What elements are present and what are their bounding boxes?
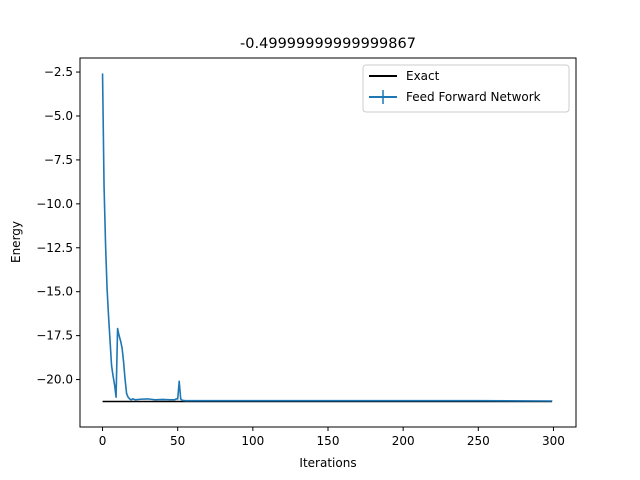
ffn-data-point — [109, 340, 111, 342]
y-tick-label: −12.5 — [36, 241, 73, 255]
ffn-data-point — [178, 380, 180, 382]
ffn-data-point — [116, 328, 119, 330]
y-tick-label: −10.0 — [36, 197, 73, 211]
y-tick-label: −20.0 — [36, 373, 73, 387]
y-tick-label: −2.5 — [44, 65, 73, 79]
ffn-data-point — [113, 384, 116, 386]
plot-area: 0 50 100 150 200 250 300 −2.5 −5.0 −7.5 −10.0 −12.… — [36, 57, 577, 448]
ffn-data-point — [192, 400, 194, 402]
ffn-data-point — [125, 393, 128, 395]
x-tick-label: 300 — [542, 434, 565, 448]
ffn-data-point — [207, 400, 209, 402]
ffn-data-point — [162, 398, 164, 401]
x-tick-label: 50 — [170, 434, 185, 448]
x-tick-label: 100 — [241, 434, 264, 448]
y-tick-label: −7.5 — [44, 153, 73, 167]
ffn-data-point — [139, 398, 141, 400]
ffn-data-point — [252, 400, 254, 402]
ffn-data-point — [477, 400, 479, 402]
ffn-data-point — [122, 361, 125, 363]
ffn-data-point — [175, 398, 177, 400]
ffn-data-point — [154, 399, 156, 401]
ffn-data-point — [402, 400, 404, 402]
legend-ffn-label: Feed Forward Network — [406, 90, 541, 104]
series-layer — [101, 73, 553, 403]
y-tick-label: −17.5 — [36, 329, 73, 343]
x-axis-label: Iterations — [299, 456, 356, 470]
legend-box — [362, 64, 570, 113]
plot-frame — [79, 57, 577, 428]
ffn-data-point — [551, 400, 553, 402]
ffn-data-point — [104, 243, 107, 245]
ffn-data-point — [129, 398, 131, 400]
ffn-data-point — [118, 335, 120, 337]
x-tick-label: 200 — [392, 434, 415, 448]
ffn-data-point — [130, 399, 132, 401]
ffn-data-point — [327, 400, 329, 402]
legend: Exact Feed Forward Network — [362, 64, 570, 113]
x-axis: 0 50 100 150 200 250 300 — [99, 427, 565, 448]
ffn-data-point — [132, 398, 134, 400]
ffn-data-point — [110, 364, 113, 367]
series-ffn-line — [101, 73, 552, 402]
ffn-data-point — [177, 398, 179, 400]
ffn-data-point — [121, 347, 123, 349]
y-tick-label: −5.0 — [44, 109, 73, 123]
y-tick-label: −15.0 — [36, 285, 73, 299]
ffn-data-point — [103, 185, 105, 187]
ffn-data-point — [112, 375, 114, 377]
x-tick-label: 0 — [99, 434, 107, 448]
chart-title: -0.49999999999999867 — [240, 36, 416, 52]
ffn-data-point — [222, 400, 224, 402]
ffn-data-point — [127, 396, 129, 398]
ffn-data-point — [147, 398, 149, 400]
ffn-data-point — [181, 399, 183, 401]
ffn-data-point — [135, 399, 137, 401]
ffn-data-point — [169, 399, 171, 401]
x-tick-label: 250 — [467, 434, 490, 448]
ffn-data-point — [124, 378, 126, 381]
ffn-data-point — [184, 400, 186, 402]
ffn-data-point — [106, 287, 108, 289]
ffn-data-point — [180, 398, 182, 400]
ffn-data-point — [107, 315, 110, 317]
ffn-data-point — [101, 73, 104, 75]
x-tick-label: 150 — [317, 434, 340, 448]
y-axis-label: Energy — [9, 221, 23, 263]
ffn-data-point — [115, 396, 117, 398]
y-axis: −2.5 −5.0 −7.5 −10.0 −12.5 −15.0 −17.5 −20.0 — [36, 65, 80, 387]
ffn-data-point — [119, 340, 122, 342]
legend-exact-label: Exact — [406, 69, 440, 83]
ffn-data-point — [174, 399, 176, 401]
